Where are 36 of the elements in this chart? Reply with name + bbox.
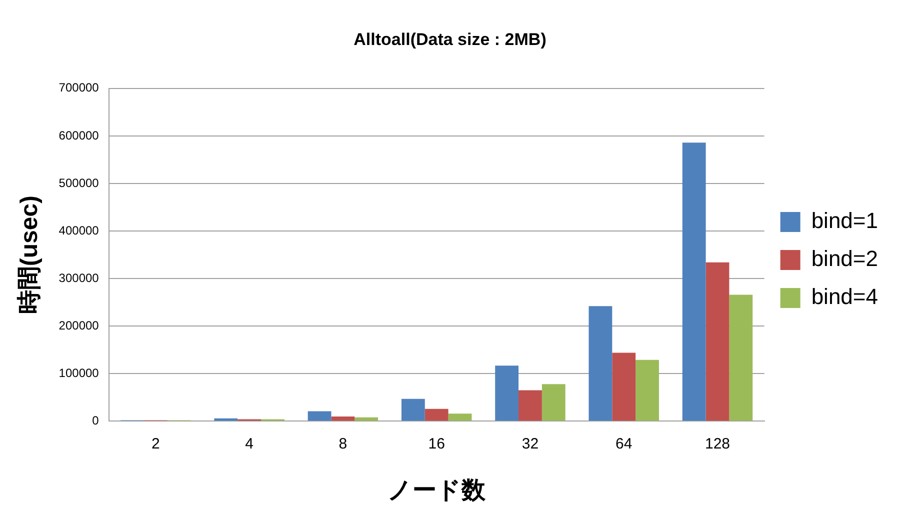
bar (612, 352, 636, 421)
x-tick-label: 64 (616, 435, 632, 452)
bar (729, 294, 753, 421)
bar (308, 411, 332, 421)
legend-label: bind=2 (811, 246, 878, 272)
bar (424, 408, 448, 421)
y-axis-title: 時間(usec) (16, 195, 44, 314)
bar (706, 262, 730, 421)
x-axis-title: ノード数 (388, 477, 487, 504)
x-tick-label: 4 (245, 435, 254, 452)
bar (448, 414, 472, 421)
bar (588, 306, 612, 421)
x-tick-label: 2 (151, 435, 160, 452)
y-tick-label: 400000 (58, 223, 100, 238)
y-tick-label: 700000 (58, 80, 100, 95)
x-tick-label: 32 (522, 435, 539, 452)
x-tick-label: 16 (428, 435, 445, 452)
bar (636, 360, 659, 421)
y-tick-label: 100000 (58, 366, 100, 380)
bar (682, 142, 706, 421)
chart-title: Alltoall(Data size : 2MB) (354, 30, 546, 49)
bar (542, 384, 566, 421)
bar (495, 366, 519, 421)
y-tick-label: 600000 (58, 128, 100, 142)
bar (331, 416, 355, 421)
legend-label: bind=1 (811, 208, 878, 234)
bar (354, 417, 378, 421)
legend-label: bind=4 (811, 284, 878, 310)
y-tick-label: 200000 (58, 318, 100, 332)
y-tick-label: 300000 (58, 270, 100, 285)
y-tick-label: 0 (92, 414, 100, 428)
bar (401, 398, 425, 421)
x-tick-label: 128 (704, 435, 730, 452)
y-tick-label: 500000 (58, 176, 100, 190)
bar (518, 390, 542, 421)
x-tick-label: 8 (338, 435, 348, 452)
